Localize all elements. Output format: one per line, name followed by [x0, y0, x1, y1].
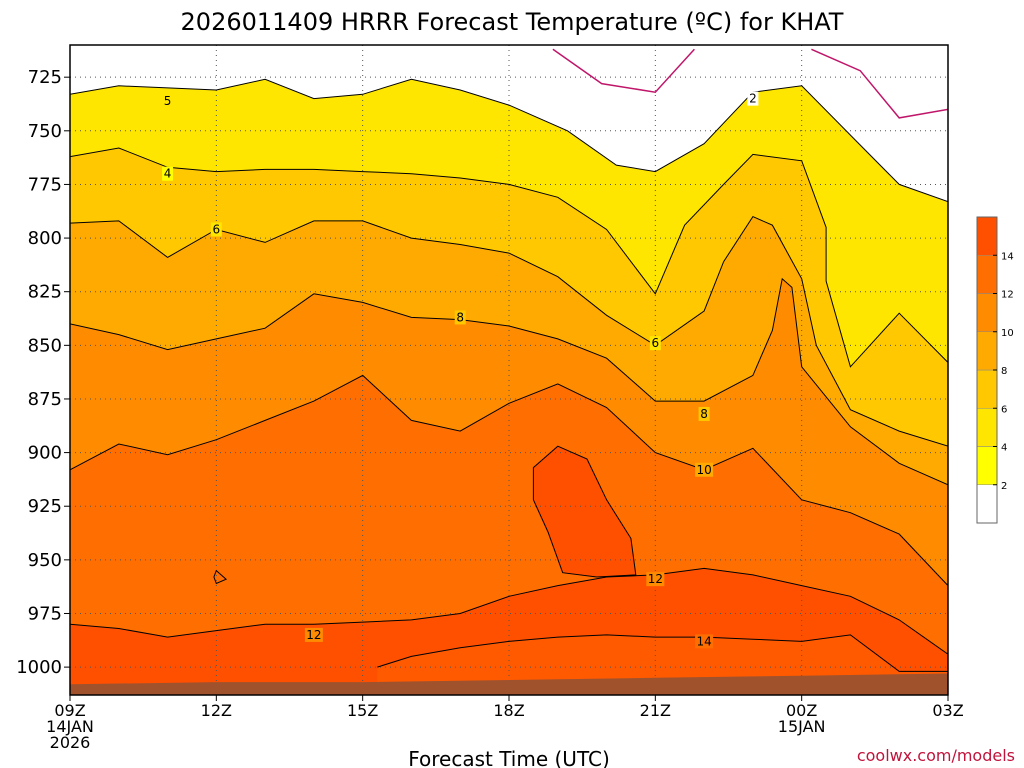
y-tick-label-800: 800	[28, 228, 62, 249]
colorbar-swatch-3	[976, 369, 998, 409]
colorbar-swatch-1	[976, 446, 998, 485]
credit-text: coolwx.com/models	[857, 746, 1015, 765]
contour-label-14: 14	[696, 634, 711, 648]
contour-label-bg	[454, 310, 466, 325]
colorbar-swatch-0	[976, 484, 998, 524]
x-tick-label-15Z: 15Z	[347, 701, 378, 720]
isotherm-8	[70, 277, 948, 486]
x-tick-label-12Z: 12Z	[201, 701, 232, 720]
y-tick-label-1000: 1000	[16, 657, 62, 678]
contour-label-bg	[162, 93, 174, 108]
contour-label-bg	[698, 406, 710, 421]
isotherm-10	[70, 374, 948, 586]
contour-label-layer: 5 4 6 8 6 8 10 12 12 14 2	[162, 91, 759, 649]
gridlines	[70, 45, 948, 695]
colorbar-swatch-5	[976, 293, 998, 332]
y-tick-label-750: 750	[28, 121, 62, 142]
x-tick-label-18Z: 18Z	[493, 701, 524, 720]
x-tick-label-15JAN: 15JAN	[778, 717, 826, 736]
contour-label-bg	[695, 634, 714, 649]
contour-label-4: 4	[164, 167, 172, 181]
plot-area: 5 4 6 8 6 8 10 12 12 14 2	[70, 45, 948, 695]
contour-label-bg	[695, 462, 714, 477]
colorbar-legend: 2 4 6 8 10 12 14	[976, 216, 1014, 524]
contour-label-6: 6	[213, 222, 221, 236]
colorbar-label-12: 12	[1001, 290, 1014, 301]
contour-label-bg	[162, 166, 174, 181]
y-tick-label-775: 775	[28, 174, 62, 195]
x-tick-label-03Z: 03Z	[932, 701, 963, 720]
contour-label-bg	[646, 572, 665, 587]
isotherm-2	[70, 78, 948, 203]
isotherm-12-closed	[532, 445, 637, 578]
y-tick-label-950: 950	[28, 550, 62, 571]
x-tick-label-14JAN: 14JAN	[46, 717, 94, 736]
colorbar-label-6: 6	[1001, 404, 1007, 415]
isotherm-14	[377, 634, 948, 672]
y-tick-label-900: 900	[28, 443, 62, 464]
warm-core-12-plus	[533, 446, 636, 577]
contour-label-10: 10	[696, 463, 711, 477]
contour-label-bg	[210, 222, 222, 237]
colorbar-label-8: 8	[1001, 366, 1007, 377]
contour-label-8: 8	[456, 310, 464, 324]
isotherm-4	[70, 147, 948, 368]
contour-label-2: 2	[749, 92, 757, 106]
y-tick-label-725: 725	[28, 67, 62, 88]
colorbar-swatch-6	[976, 255, 998, 294]
colorbar-label-2: 2	[1001, 481, 1007, 492]
x-tick-label-2026: 2026	[50, 733, 91, 752]
colorbar-label-4: 4	[1001, 443, 1007, 454]
isotherm-0	[552, 48, 695, 94]
colorbar-label-10: 10	[1001, 328, 1014, 339]
temp-band-below-2	[70, 45, 948, 202]
contour-label-12: 12	[648, 572, 663, 586]
x-tick-label-21Z: 21Z	[640, 701, 671, 720]
colorbar-swatch-2	[976, 408, 998, 447]
isotherm-12	[70, 567, 948, 655]
x-tick-label-00Z: 00Z	[786, 701, 817, 720]
terrain-below-ground	[70, 673, 948, 695]
contour-label-6: 6	[652, 336, 660, 350]
temp-band-4-6	[70, 45, 948, 367]
y-tick-label-875: 875	[28, 389, 62, 410]
isotherm-layer	[70, 48, 948, 672]
colorbar-label-14: 14	[1001, 251, 1014, 262]
contour-label-bg	[747, 91, 759, 106]
x-tick-label-09Z: 09Z	[54, 701, 85, 720]
y-tick-label-975: 975	[28, 603, 62, 624]
y-tick-label-825: 825	[28, 282, 62, 303]
chart-title: 2026011409 HRRR Forecast Temperature (ºC…	[181, 8, 844, 36]
contour-label-bg	[304, 627, 323, 642]
isotherm-12-small-closed	[213, 569, 228, 585]
colorbar-swatch-7	[976, 216, 998, 256]
isotherm-6	[70, 215, 948, 447]
ground-layer	[70, 673, 948, 695]
x-axis-label: Forecast Time (UTC)	[408, 747, 610, 768]
colorbar-swatch-4	[976, 331, 998, 371]
contour-label-5: 5	[164, 94, 172, 108]
y-tick-label-925: 925	[28, 496, 62, 517]
contour-label-8: 8	[700, 407, 708, 421]
y-tick-label-850: 850	[28, 335, 62, 356]
contour-label-bg	[649, 336, 661, 351]
isotherm-0	[811, 48, 948, 119]
contour-label-12: 12	[306, 628, 321, 642]
y-axis: 725 750 775 800 825 850 875 900 925 950 975 1000	[16, 67, 70, 678]
